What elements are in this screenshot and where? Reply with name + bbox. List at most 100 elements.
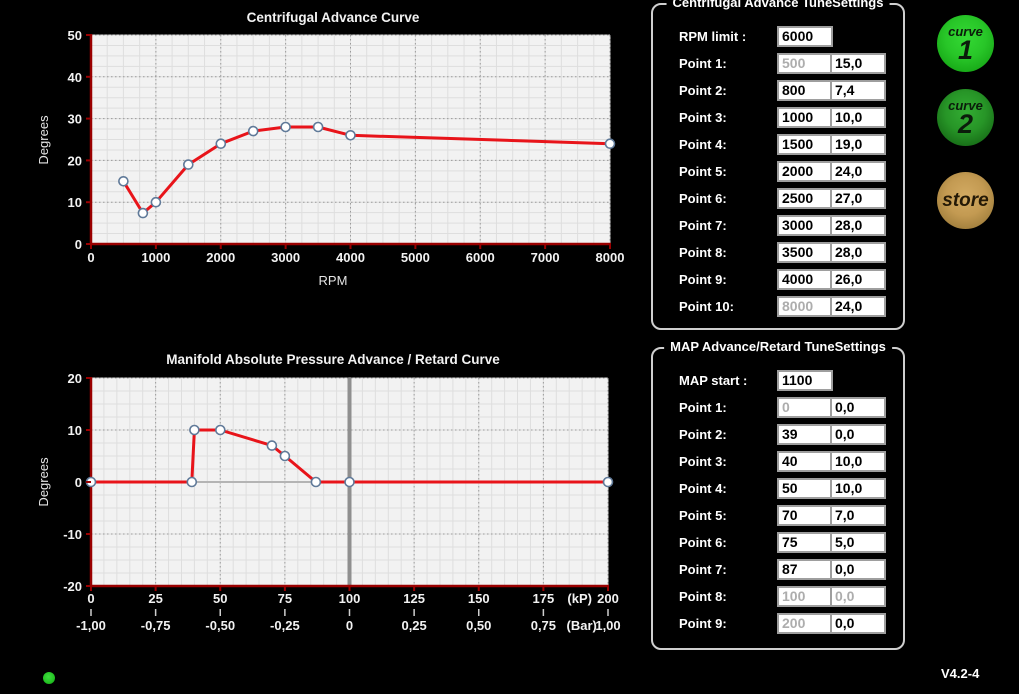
curve-point[interactable] — [247, 125, 259, 137]
x2-tick-label: 0 — [346, 618, 353, 633]
point-label: Point 7: — [679, 218, 727, 233]
setting-row: Point 5: — [653, 504, 903, 531]
x-unit-bar-label: (Bar) — [567, 618, 597, 633]
curve-point[interactable] — [345, 130, 356, 141]
point-label: Point 2: — [679, 427, 727, 442]
curve-point[interactable] — [186, 476, 198, 488]
point-degrees-input[interactable] — [830, 107, 886, 128]
curve-point[interactable] — [183, 159, 194, 170]
curve-point[interactable] — [312, 121, 324, 133]
point-degrees-input[interactable] — [830, 161, 886, 182]
curve-point[interactable] — [344, 476, 355, 488]
store-button[interactable]: store — [937, 172, 994, 229]
setting-row: Point 10: — [653, 295, 903, 322]
point-degrees-input[interactable] — [830, 424, 886, 445]
button-word: curve — [948, 23, 983, 39]
point-rpm-input[interactable] — [777, 296, 833, 317]
y-tick-label: 10 — [68, 195, 82, 210]
point-rpm-input[interactable] — [777, 53, 833, 74]
point-rpm-input[interactable] — [777, 80, 833, 101]
x-tick-label: 2000 — [206, 250, 235, 265]
point-degrees-input[interactable] — [830, 134, 886, 155]
curve-2-button[interactable]: curve 2 — [937, 89, 994, 146]
curve-point[interactable] — [137, 207, 149, 219]
point-degrees-input[interactable] — [830, 296, 886, 317]
point-degrees-input[interactable] — [830, 613, 886, 634]
y-tick-label: 0 — [75, 237, 82, 252]
point-degrees-input[interactable] — [830, 559, 886, 580]
curve-point[interactable] — [280, 121, 291, 133]
x2-tick-label: -0,50 — [205, 618, 235, 633]
rpm-limit-label: RPM limit : — [679, 29, 747, 44]
curve-point[interactable] — [189, 424, 200, 436]
point-degrees-input[interactable] — [830, 80, 886, 101]
x-tick-label: 8000 — [596, 250, 625, 265]
curve-point[interactable] — [310, 476, 322, 488]
point-kp-input[interactable] — [777, 424, 833, 445]
y-axis-label: Degrees — [36, 115, 51, 165]
point-degrees-input[interactable] — [830, 478, 886, 499]
point-degrees-input[interactable] — [830, 505, 886, 526]
point-degrees-input[interactable] — [830, 53, 886, 74]
curve-point[interactable] — [215, 138, 227, 149]
point-rpm-input[interactable] — [777, 134, 833, 155]
point-rpm-input[interactable] — [777, 215, 833, 236]
y-tick-label: 40 — [68, 70, 82, 85]
x-tick-label: 3000 — [271, 250, 300, 265]
rpm-limit-input[interactable] — [777, 26, 833, 47]
point-label: Point 10: — [679, 299, 734, 314]
curve-point[interactable] — [266, 440, 278, 451]
point-kp-input[interactable] — [777, 451, 833, 472]
x-tick-label: 50 — [213, 591, 227, 606]
x-tick-label: 0 — [87, 591, 94, 606]
groupbox-title: MAP Advance/Retard TuneSettings — [664, 339, 892, 354]
curve-point[interactable] — [602, 476, 614, 488]
point-degrees-input[interactable] — [830, 397, 886, 418]
curve-1-button[interactable]: curve 1 — [937, 15, 994, 72]
y-tick-label: 20 — [68, 371, 82, 386]
point-kp-input[interactable] — [777, 397, 833, 418]
setting-row: Point 4: — [653, 477, 903, 504]
x2-tick-label: 0,50 — [466, 618, 491, 633]
y-tick-label: -10 — [63, 527, 82, 542]
point-kp-input[interactable] — [777, 532, 833, 553]
y-tick-label: 0 — [75, 475, 82, 490]
point-rpm-input[interactable] — [777, 161, 833, 182]
button-word: curve — [948, 97, 983, 113]
x-tick-label: 1000 — [141, 250, 170, 265]
point-degrees-input[interactable] — [830, 242, 886, 263]
curve-point[interactable] — [604, 138, 616, 149]
point-degrees-input[interactable] — [830, 532, 886, 553]
x-tick-label: 5000 — [401, 250, 430, 265]
curve-point[interactable] — [118, 176, 129, 187]
x-tick-label: 125 — [403, 591, 425, 606]
button-word: store — [942, 189, 989, 211]
setting-row: MAP start : — [653, 369, 903, 396]
point-label: Point 1: — [679, 56, 727, 71]
point-degrees-input[interactable] — [830, 215, 886, 236]
point-degrees-input[interactable] — [830, 188, 886, 209]
point-rpm-input[interactable] — [777, 242, 833, 263]
curve-point[interactable] — [150, 196, 162, 208]
point-rpm-input[interactable] — [777, 107, 833, 128]
point-kp-input[interactable] — [777, 586, 833, 607]
curve-point[interactable] — [215, 424, 226, 436]
point-degrees-input[interactable] — [830, 269, 886, 290]
point-degrees-input[interactable] — [830, 586, 886, 607]
status-indicator-dot — [43, 672, 55, 684]
point-kp-input[interactable] — [777, 478, 833, 499]
point-rpm-input[interactable] — [777, 188, 833, 209]
point-degrees-input[interactable] — [830, 451, 886, 472]
button-number: 1 — [957, 34, 974, 65]
point-kp-input[interactable] — [777, 613, 833, 634]
point-kp-input[interactable] — [777, 559, 833, 580]
setting-row: Point 2: — [653, 423, 903, 450]
y-tick-label: 20 — [68, 153, 82, 168]
map-start-input[interactable] — [777, 370, 833, 391]
point-label: Point 7: — [679, 562, 727, 577]
point-kp-input[interactable] — [777, 505, 833, 526]
curve-point[interactable] — [279, 450, 291, 462]
point-rpm-input[interactable] — [777, 269, 833, 290]
centrifugal-advance-chart[interactable]: 0 10 20 30 40 50 0 1000 2000 3000 4000 5000 6000 7000… — [0, 0, 640, 300]
